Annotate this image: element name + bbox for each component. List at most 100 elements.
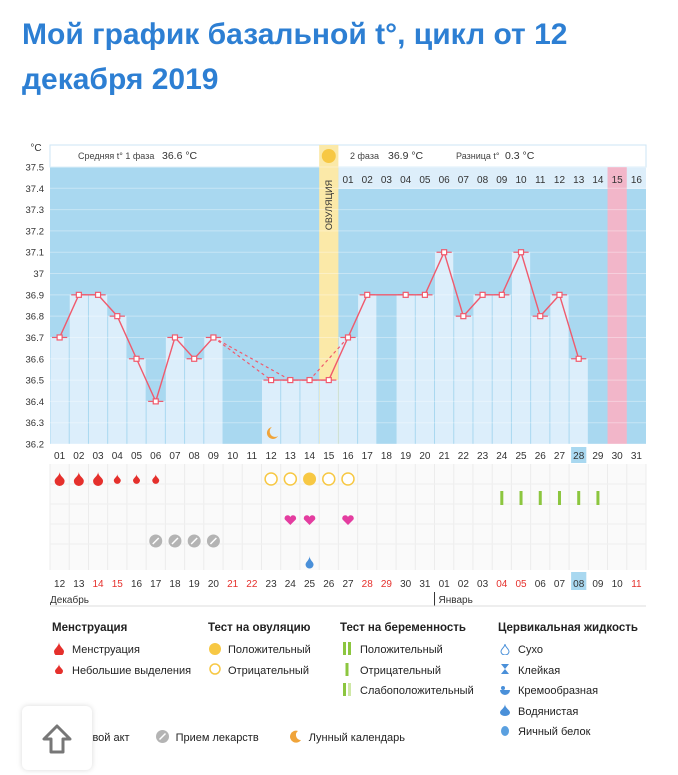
- pregnancy-test-icon: [500, 491, 504, 505]
- temperature-line: [462, 294, 484, 317]
- temperature-point: [325, 376, 332, 384]
- faint-bar-icon: [340, 683, 354, 699]
- date-label: 11: [631, 579, 642, 590]
- legend-pregnancy-test: Тест на беременность Положительный Отриц…: [340, 622, 474, 702]
- date-label: 14: [93, 579, 105, 590]
- y-tick-label: 37.2: [26, 226, 45, 237]
- temperature-point: [344, 334, 352, 341]
- temperature-line: [97, 294, 118, 317]
- phase2-day-label: 07: [458, 175, 470, 186]
- cycle-day-label: 17: [362, 451, 374, 462]
- cycle-day-label: 14: [304, 451, 316, 462]
- pill-icon-stroke: [209, 537, 217, 545]
- y-tick-label: 36.9: [26, 290, 45, 301]
- cycle-day-label: 06: [150, 451, 162, 462]
- ovulation-test-negative-icon: [341, 472, 355, 486]
- date-label: 21: [227, 579, 239, 590]
- legend-item: Положительный: [360, 644, 443, 657]
- date-label: 15: [112, 579, 124, 590]
- back-arrow-icon: [42, 724, 72, 754]
- back-button[interactable]: [22, 706, 92, 770]
- pregnancy-test-icon: [557, 491, 561, 505]
- y-tick-label: 37.3: [26, 205, 45, 216]
- date-label: 07: [554, 579, 566, 590]
- creamy-icon: [498, 684, 512, 699]
- temperature-bar: [511, 252, 531, 444]
- date-label: 22: [246, 579, 258, 590]
- cycle-day-label: 08: [189, 451, 201, 462]
- temperature-point: [402, 291, 409, 298]
- cycle-day-label: 10: [227, 451, 239, 462]
- legend-item: Небольшие выделения: [72, 664, 192, 677]
- phase2-day-label: 04: [400, 175, 412, 186]
- cycle-day-label: 12: [266, 451, 278, 462]
- temperature-point: [421, 291, 429, 298]
- temperature-bar: [415, 294, 435, 444]
- cycle-day-label: 01: [54, 451, 66, 462]
- date-label: 30: [400, 579, 412, 590]
- sticky-icon: [498, 663, 512, 678]
- cycle-day-label: 20: [419, 451, 431, 462]
- egg-white-icon: [498, 725, 512, 740]
- temperature-point: [210, 334, 217, 341]
- y-tick-label: 37: [33, 269, 44, 280]
- temperature-line: [116, 315, 138, 360]
- temperature-bar: [319, 380, 338, 444]
- date-label: 19: [189, 579, 201, 590]
- temperature-bar: [435, 252, 454, 444]
- date-label: 23: [266, 579, 278, 590]
- cycle-day-label: 31: [631, 451, 643, 462]
- date-label: 31: [419, 579, 431, 590]
- temperature-bar: [281, 380, 300, 444]
- y-unit-label: °C: [30, 143, 41, 154]
- temperature-bar: [50, 337, 69, 444]
- temperature-bar: [127, 358, 146, 444]
- date-label: 12: [54, 579, 66, 590]
- temperature-line: [135, 358, 157, 402]
- temperature-point: [56, 334, 63, 341]
- temperature-bar: [108, 316, 127, 444]
- temperature-line: [501, 251, 522, 296]
- pill-icon: [156, 730, 170, 746]
- date-label: 24: [285, 579, 297, 590]
- cycle-day-label: 25: [515, 451, 527, 462]
- temperature-point: [152, 398, 159, 405]
- temperature-bar: [550, 294, 569, 444]
- y-tick-label: 36.4: [26, 397, 45, 408]
- temperature-point: [287, 376, 294, 384]
- date-label: 25: [304, 579, 316, 590]
- date-label: 16: [131, 579, 143, 590]
- y-tick-label: 36.5: [26, 376, 45, 387]
- date-label: 26: [323, 579, 335, 590]
- phase2-day-label: 08: [477, 175, 489, 186]
- temperature-point: [517, 249, 525, 256]
- temperature-bar: [165, 337, 185, 444]
- heart-icon: [284, 515, 297, 525]
- temperature-bar: [204, 337, 223, 444]
- temperature-line: [347, 294, 368, 338]
- cycle-day-label: 21: [439, 451, 451, 462]
- cycle-day-label: 29: [592, 451, 604, 462]
- small-drop-icon: [152, 474, 160, 484]
- pregnancy-test-icon: [538, 491, 542, 505]
- cycle-day-label: 22: [458, 451, 470, 462]
- cycle-day-label: 27: [554, 451, 566, 462]
- cycle-day-label: 16: [342, 451, 354, 462]
- legend-item: Прием лекарств: [175, 732, 259, 745]
- y-tick-label: 36.6: [26, 354, 45, 365]
- temperature-line: [58, 294, 80, 338]
- phase2-day-label: 14: [592, 175, 604, 186]
- drop-icon: [93, 472, 104, 486]
- legend-cervical-fluid: Цервикальная жидкость Сухо Клейкая Кремо…: [498, 622, 638, 743]
- date-label: 18: [169, 579, 181, 590]
- phase2-value: 36.9 °C: [388, 150, 424, 162]
- temperature-bar: [492, 294, 511, 444]
- phase1-label: Средняя t° 1 фаза: [78, 151, 154, 161]
- phase2-day-label: 06: [439, 175, 451, 186]
- temperature-bar: [146, 401, 165, 444]
- diff-label: Разница t°: [456, 151, 500, 161]
- y-tick-label: 37.4: [26, 184, 45, 195]
- pregnancy-test-icon: [596, 491, 600, 505]
- date-label: 01: [439, 579, 451, 590]
- date-label: 13: [73, 579, 85, 590]
